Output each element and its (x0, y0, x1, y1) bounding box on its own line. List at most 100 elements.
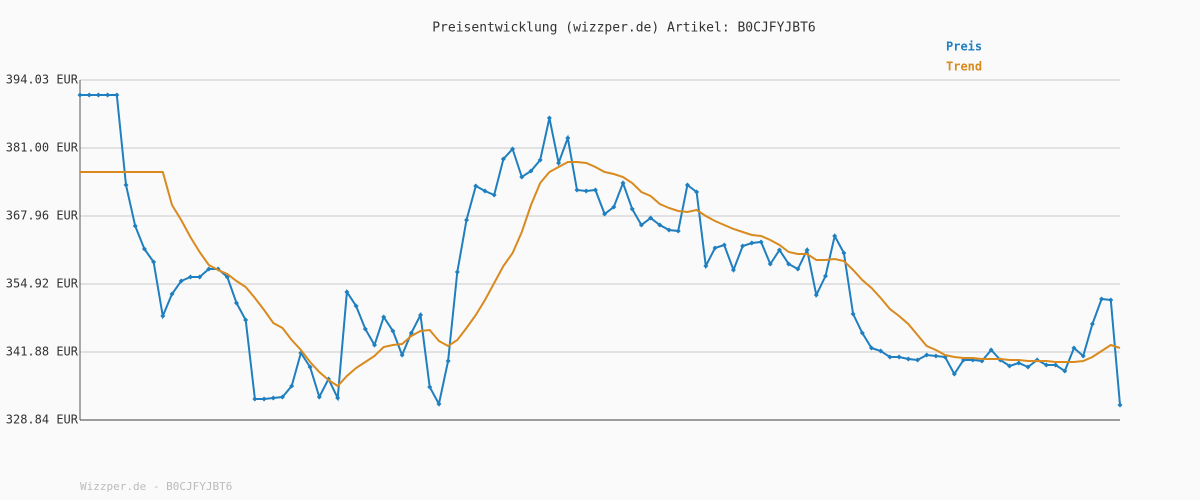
point-marker (206, 266, 212, 272)
point-marker (1108, 297, 1114, 303)
point-marker (105, 92, 111, 98)
point-marker (307, 364, 313, 370)
y-tick-label: 328.84 EUR (6, 413, 79, 427)
y-tick-label: 394.03 EUR (6, 73, 79, 87)
point-marker (372, 342, 378, 348)
legend-entry: Preis (946, 40, 982, 54)
point-marker (151, 259, 157, 265)
point-marker (758, 239, 764, 245)
point-marker (473, 183, 479, 189)
point-marker (675, 228, 681, 234)
footer: Wizzper.de - B0CJFYJBT6 (80, 480, 232, 493)
point-marker (510, 146, 516, 152)
point-marker (776, 247, 782, 253)
point-marker (620, 180, 626, 186)
point-marker (1053, 362, 1059, 368)
y-tick-label: 354.92 EUR (6, 276, 79, 290)
point-marker (187, 274, 193, 280)
y-tick-label: 341.88 EUR (6, 344, 79, 358)
point-marker (141, 246, 147, 252)
point-marker (95, 92, 101, 98)
point-marker (160, 313, 166, 319)
point-marker (813, 292, 819, 298)
point-marker (519, 174, 525, 180)
point-marker (252, 396, 258, 402)
point-marker (427, 384, 433, 390)
chart-title: Preisentwicklung (wizzper.de) Artikel: B… (432, 21, 816, 36)
point-marker (1025, 364, 1031, 370)
point-marker (749, 240, 755, 246)
point-marker (924, 352, 930, 358)
point-marker (684, 182, 690, 188)
point-marker (1080, 353, 1086, 359)
point-marker (500, 156, 506, 162)
point-marker (1043, 362, 1049, 368)
point-marker (491, 192, 497, 198)
point-marker (574, 187, 580, 193)
point-marker (602, 211, 608, 217)
point-marker (114, 92, 120, 98)
point-marker (859, 330, 865, 336)
point-marker (270, 395, 276, 401)
point-marker (666, 227, 672, 233)
series-line (80, 161, 1121, 388)
point-marker (657, 222, 663, 228)
point-marker (1117, 402, 1123, 408)
point-marker (905, 356, 911, 362)
point-marker (804, 247, 810, 253)
point-marker (233, 300, 239, 306)
point-marker (381, 314, 387, 320)
point-marker (445, 358, 451, 364)
point-marker (178, 278, 184, 284)
point-marker (869, 345, 875, 351)
point-marker (335, 395, 341, 401)
point-marker (951, 371, 957, 377)
point-marker (1089, 321, 1095, 327)
point-marker (887, 354, 893, 360)
point-marker (611, 204, 617, 210)
point-marker (721, 242, 727, 248)
point-marker (629, 206, 635, 212)
point-marker (289, 383, 295, 389)
point-marker (279, 394, 285, 400)
point-marker (822, 273, 828, 279)
point-marker (933, 353, 939, 359)
legend-entry: Trend (946, 60, 982, 74)
point-marker (556, 160, 562, 166)
point-marker (418, 312, 424, 318)
point-marker (399, 352, 405, 358)
point-marker (648, 215, 654, 221)
point-marker (390, 328, 396, 334)
point-marker (1007, 363, 1013, 369)
point-marker (592, 187, 598, 193)
point-marker (767, 261, 773, 267)
point-marker (915, 357, 921, 363)
point-marker (896, 354, 902, 360)
point-marker (694, 189, 700, 195)
point-marker (1062, 368, 1068, 374)
point-marker (436, 401, 442, 407)
point-marker (850, 311, 856, 317)
point-marker (316, 394, 322, 400)
point-marker (878, 348, 884, 354)
point-marker (86, 92, 92, 98)
point-marker (703, 263, 709, 269)
point-marker (454, 269, 460, 275)
point-marker (528, 168, 534, 174)
point-marker (988, 347, 994, 353)
point-marker (546, 115, 552, 121)
point-marker (638, 222, 644, 228)
point-marker (344, 289, 350, 295)
point-marker (132, 223, 138, 229)
point-marker (197, 274, 203, 280)
point-marker (1016, 360, 1022, 366)
point-marker (740, 243, 746, 249)
point-marker (123, 182, 129, 188)
point-marker (832, 233, 838, 239)
point-marker (537, 157, 543, 163)
y-tick-label: 381.00 EUR (6, 140, 79, 154)
y-tick-label: 367.96 EUR (6, 208, 79, 222)
